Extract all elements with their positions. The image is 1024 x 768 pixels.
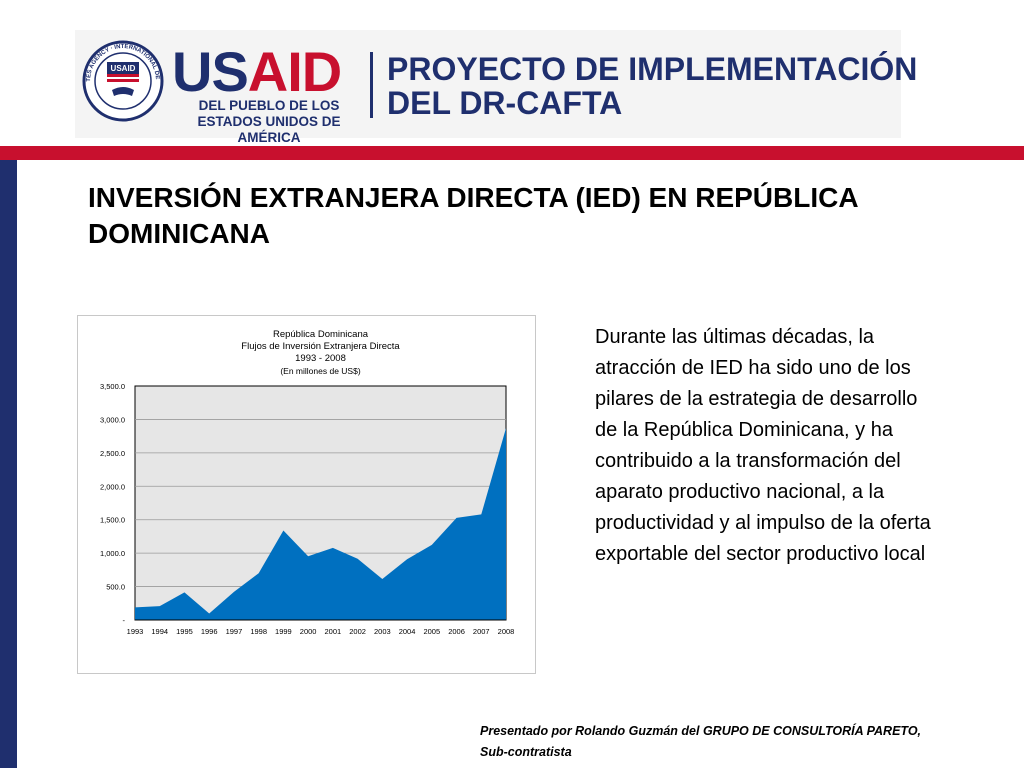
x-tick-label: 1996 — [201, 627, 218, 636]
x-tick-label: 2001 — [325, 627, 342, 636]
chart-title-line3: 1993 - 2008 — [295, 353, 346, 364]
x-tick-label: 1994 — [151, 627, 168, 636]
y-tick-label: 2,000.0 — [100, 482, 125, 491]
project-title-line2: DEL DR-CAFTA — [387, 85, 623, 121]
y-tick-label: 3,000.0 — [100, 415, 125, 424]
red-stripe — [0, 146, 1024, 160]
body-paragraph: Durante las últimas décadas, la atracció… — [595, 326, 931, 565]
x-tick-label: 1995 — [176, 627, 193, 636]
y-tick-label: 1,000.0 — [100, 549, 125, 558]
chart-title-line2: Flujos de Inversión Extranjera Directa — [241, 341, 400, 352]
x-tick-label: 1999 — [275, 627, 292, 636]
x-tick-label: 2006 — [448, 627, 465, 636]
x-tick-label: 1993 — [127, 627, 144, 636]
y-tick-label: 2,500.0 — [100, 449, 125, 458]
chart-plot: - 500.0 1,000.0 1,500.0 2,000.0 2,500.0 3,000.… — [100, 382, 515, 636]
y-tick-label: 3,500.0 — [100, 382, 125, 391]
x-tick-label: 2004 — [399, 627, 416, 636]
ied-chart: República Dominicana Flujos de Inversión… — [77, 315, 536, 674]
x-tick-label: 2008 — [498, 627, 515, 636]
usaid-seal-logo: USAID UNITED STATES AGENCY · INTERNATION… — [82, 40, 164, 122]
x-tick-label: 1998 — [250, 627, 267, 636]
chart-title-line4: (En millones de US$) — [280, 366, 361, 376]
chart-title: República Dominicana Flujos de Inversión… — [78, 329, 563, 377]
presenter-credit-line2: Sub-contratista — [480, 745, 572, 759]
area-series — [135, 428, 506, 620]
y-tick-label: 1,500.0 — [100, 516, 125, 525]
presenter-credit-line1: Presentado por Rolando Guzmán del GRUPO … — [480, 724, 922, 738]
x-tick-label: 1997 — [226, 627, 243, 636]
x-tick-label: 2003 — [374, 627, 391, 636]
presenter-credit: Presentado por Rolando Guzmán del GRUPO … — [480, 721, 1020, 763]
usaid-wordmark: USAID — [172, 40, 342, 103]
y-tick-label: - — [123, 616, 126, 625]
seal-inner-text: USAID — [111, 64, 136, 73]
x-tick-label: 2002 — [349, 627, 366, 636]
x-tick-label: 2005 — [423, 627, 440, 636]
y-tick-label: 500.0 — [106, 583, 125, 592]
blue-side-bar — [0, 160, 17, 768]
usaid-tagline: DEL PUEBLO DE LOS ESTADOS UNIDOS DE AMÉR… — [197, 98, 341, 145]
header-divider — [370, 52, 373, 118]
x-tick-label: 2007 — [473, 627, 490, 636]
slide-title: INVERSIÓN EXTRANJERA DIRECTA (IED) EN RE… — [88, 182, 858, 249]
header-band — [75, 30, 901, 138]
chart-title-line1: República Dominicana — [272, 329, 369, 340]
x-tick-label: 2000 — [300, 627, 317, 636]
project-title-line1: PROYECTO DE IMPLEMENTACIÓN — [387, 51, 918, 87]
project-title: PROYECTO DE IMPLEMENTACIÓN DEL DR-CAFTA — [387, 52, 917, 120]
